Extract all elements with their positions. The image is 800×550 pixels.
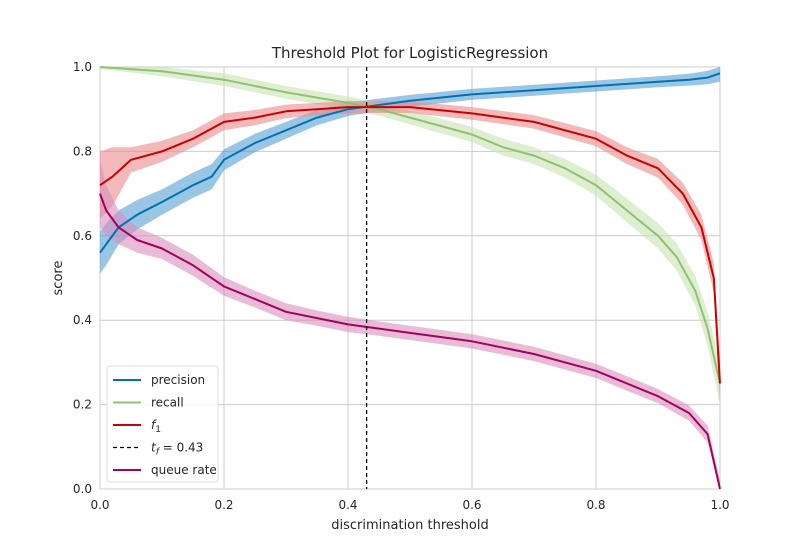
x-tick-label-1: 0.2: [214, 498, 233, 512]
legend-label-threshold: tf = 0.43: [151, 441, 203, 458]
y-tick-label-1: 0.2: [73, 398, 92, 412]
x-axis-label: discrimination threshold: [331, 518, 488, 533]
y-tick-label-0: 0.0: [73, 482, 92, 496]
f1-line: [99, 106, 721, 384]
legend-label-precision: precision: [151, 373, 205, 387]
legend: precision recall f1 tf = 0.43 queue rate: [106, 365, 219, 483]
axis-labels: Threshold Plot for LogisticRegression di…: [51, 44, 548, 533]
x-tick-label-4: 0.8: [586, 498, 605, 512]
y-tick-label-3: 0.6: [73, 229, 92, 243]
y-tick-label-4: 0.8: [73, 144, 92, 158]
legend-label-queue-rate: queue rate: [151, 463, 217, 477]
y-tick-label-5: 1.0: [73, 60, 92, 74]
recall-line: [99, 66, 721, 384]
precision-line: [99, 72, 721, 254]
legend-label-recall: recall: [151, 396, 184, 410]
y-tick-label-2: 0.4: [73, 313, 92, 327]
precision-band: [100, 67, 720, 274]
y-axis-label: score: [51, 261, 66, 296]
chart-title: Threshold Plot for LogisticRegression: [271, 44, 548, 62]
queue-rate-line: [99, 193, 721, 490]
legend-box: [106, 365, 219, 483]
x-tick-label-2: 0.4: [338, 498, 357, 512]
series-lines: [99, 66, 721, 490]
confidence-bands: [100, 67, 720, 490]
legend-label-f1: f1: [151, 418, 161, 435]
tick-labels: 0.0 0.2 0.4 0.6 0.8 1.0 0.0 0.2 0.4 0.6 0.8 1.0: [73, 60, 730, 512]
x-tick-label-5: 1.0: [710, 498, 729, 512]
x-tick-label-3: 0.6: [462, 498, 481, 512]
x-tick-label-0: 0.0: [90, 498, 109, 512]
